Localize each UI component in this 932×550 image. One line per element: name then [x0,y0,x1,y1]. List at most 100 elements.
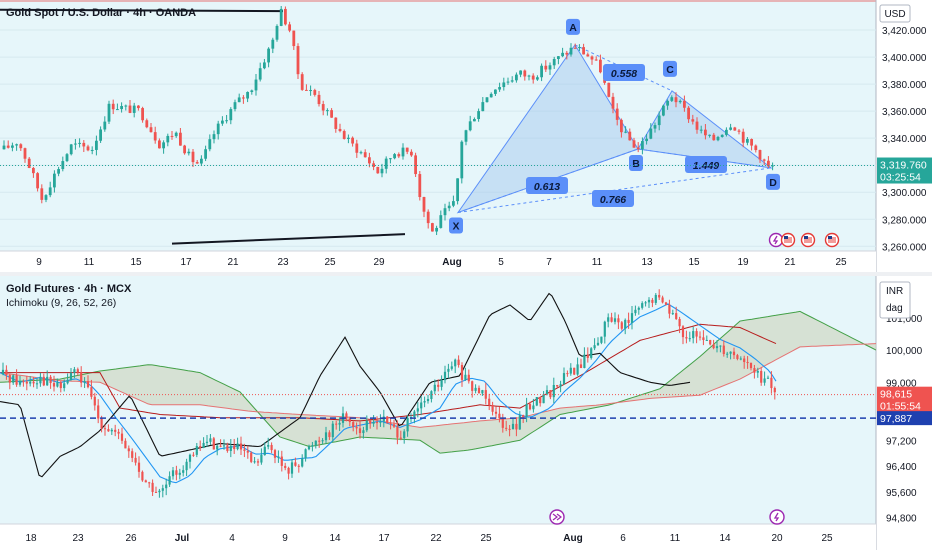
pattern-point-b-badge[interactable] [629,154,643,171]
candle-body [668,304,671,314]
ratio-badge[interactable] [603,64,645,81]
candle-body [715,346,719,349]
candle-body [712,134,716,141]
candle-body [132,105,136,113]
pattern-point-x-badge[interactable] [449,217,463,234]
pattern-point-c-badge[interactable] [663,60,677,77]
top-time-axis[interactable] [0,251,876,272]
candle-body [569,47,573,55]
candle-body [330,110,333,118]
pane-separator[interactable] [0,272,932,276]
candle-body [243,449,246,451]
candle-body [473,119,476,122]
candle-body [124,440,127,449]
ratio-badge[interactable] [526,177,568,194]
candle-body [423,401,426,403]
candle-body [396,426,399,438]
candle-body [6,145,10,148]
candle-body [221,120,224,124]
ratio-badge[interactable] [592,190,634,207]
reference-price-tag [877,411,932,426]
candle-body [539,397,542,404]
candle-body [338,128,342,132]
bottom-event-icons[interactable] [549,509,785,525]
candle-body [709,339,712,345]
top-event-icons[interactable] [768,232,840,248]
candle-body [368,157,371,164]
candle-body [515,74,518,81]
ichimoku-legend[interactable]: Ichimoku (9, 26, 52, 26) [6,297,116,309]
candle-body [489,93,493,98]
top-price-axis[interactable] [876,0,932,251]
candle-body [464,374,467,380]
candle-body [202,442,205,448]
candle-body [110,429,113,432]
candle-body [44,195,48,200]
bottom-plot-area[interactable] [0,276,876,524]
candle-body [426,211,430,224]
top-price-tick: 3,360.000 [882,107,927,118]
candle-body [182,470,185,473]
candle-body [141,471,144,481]
ratio-badge[interactable] [685,156,727,173]
candle-body [372,422,375,424]
candle-body [525,404,528,417]
candle-body [766,377,770,379]
candle-body [351,137,354,144]
resistance-trendline[interactable] [0,8,284,13]
candle-body [685,337,688,339]
candle-body [284,8,287,25]
candle-body [695,121,699,130]
pattern-point-a-badge[interactable] [566,18,580,35]
ratio-label: 1.449 [693,160,719,172]
candle-body [688,338,691,340]
flash-icon[interactable] [768,232,784,248]
top-trendlines[interactable] [0,8,406,245]
candle-body [583,354,586,368]
candle-body [35,383,39,385]
flash-icon[interactable] [769,509,785,525]
us-flag-icon[interactable] [780,232,796,248]
xabcd-labels[interactable]: X A B C D 0.558 1.449 0.613 0.766 [449,18,780,234]
candle-body [73,369,76,373]
candle-body [535,397,538,406]
candle-body [375,422,379,424]
us-flag-icon[interactable] [800,232,816,248]
candle-body [226,445,229,452]
candle-body [69,144,73,155]
forward-icon[interactable] [549,509,565,525]
candle-body [188,454,192,462]
candle-body [447,205,451,209]
candle-body [705,339,708,341]
top-plot-area[interactable] [0,0,876,251]
currency-button[interactable] [879,4,911,23]
candle-body [540,65,543,78]
candle-body [481,390,484,394]
candle-body [39,376,42,384]
bottom-time-tick: 26 [125,533,137,544]
bottom-time-tick: 22 [430,533,442,544]
candle-body [763,378,766,383]
bottom-time-tick: 14 [329,533,341,544]
candle-body [380,168,384,174]
candle-body [382,416,385,422]
candle-body [61,161,65,170]
bottom-time-axis[interactable] [0,524,876,550]
candle-body [528,404,532,410]
currency-unit-button[interactable] [879,281,911,319]
candle-body [229,445,232,452]
candle-body [666,100,669,106]
candle-body [494,89,497,94]
candle-body [502,82,506,88]
pattern-point-d-badge[interactable] [766,173,780,190]
us-flag-icon[interactable] [824,232,840,248]
candle-body [170,135,174,137]
candle-body [149,127,153,133]
support-trendline[interactable] [171,233,406,245]
candle-body [69,372,73,380]
candle-body [437,384,440,387]
candle-body [590,56,594,60]
candle-body [719,345,722,347]
candle-body [93,396,96,406]
candle-body [549,390,552,398]
